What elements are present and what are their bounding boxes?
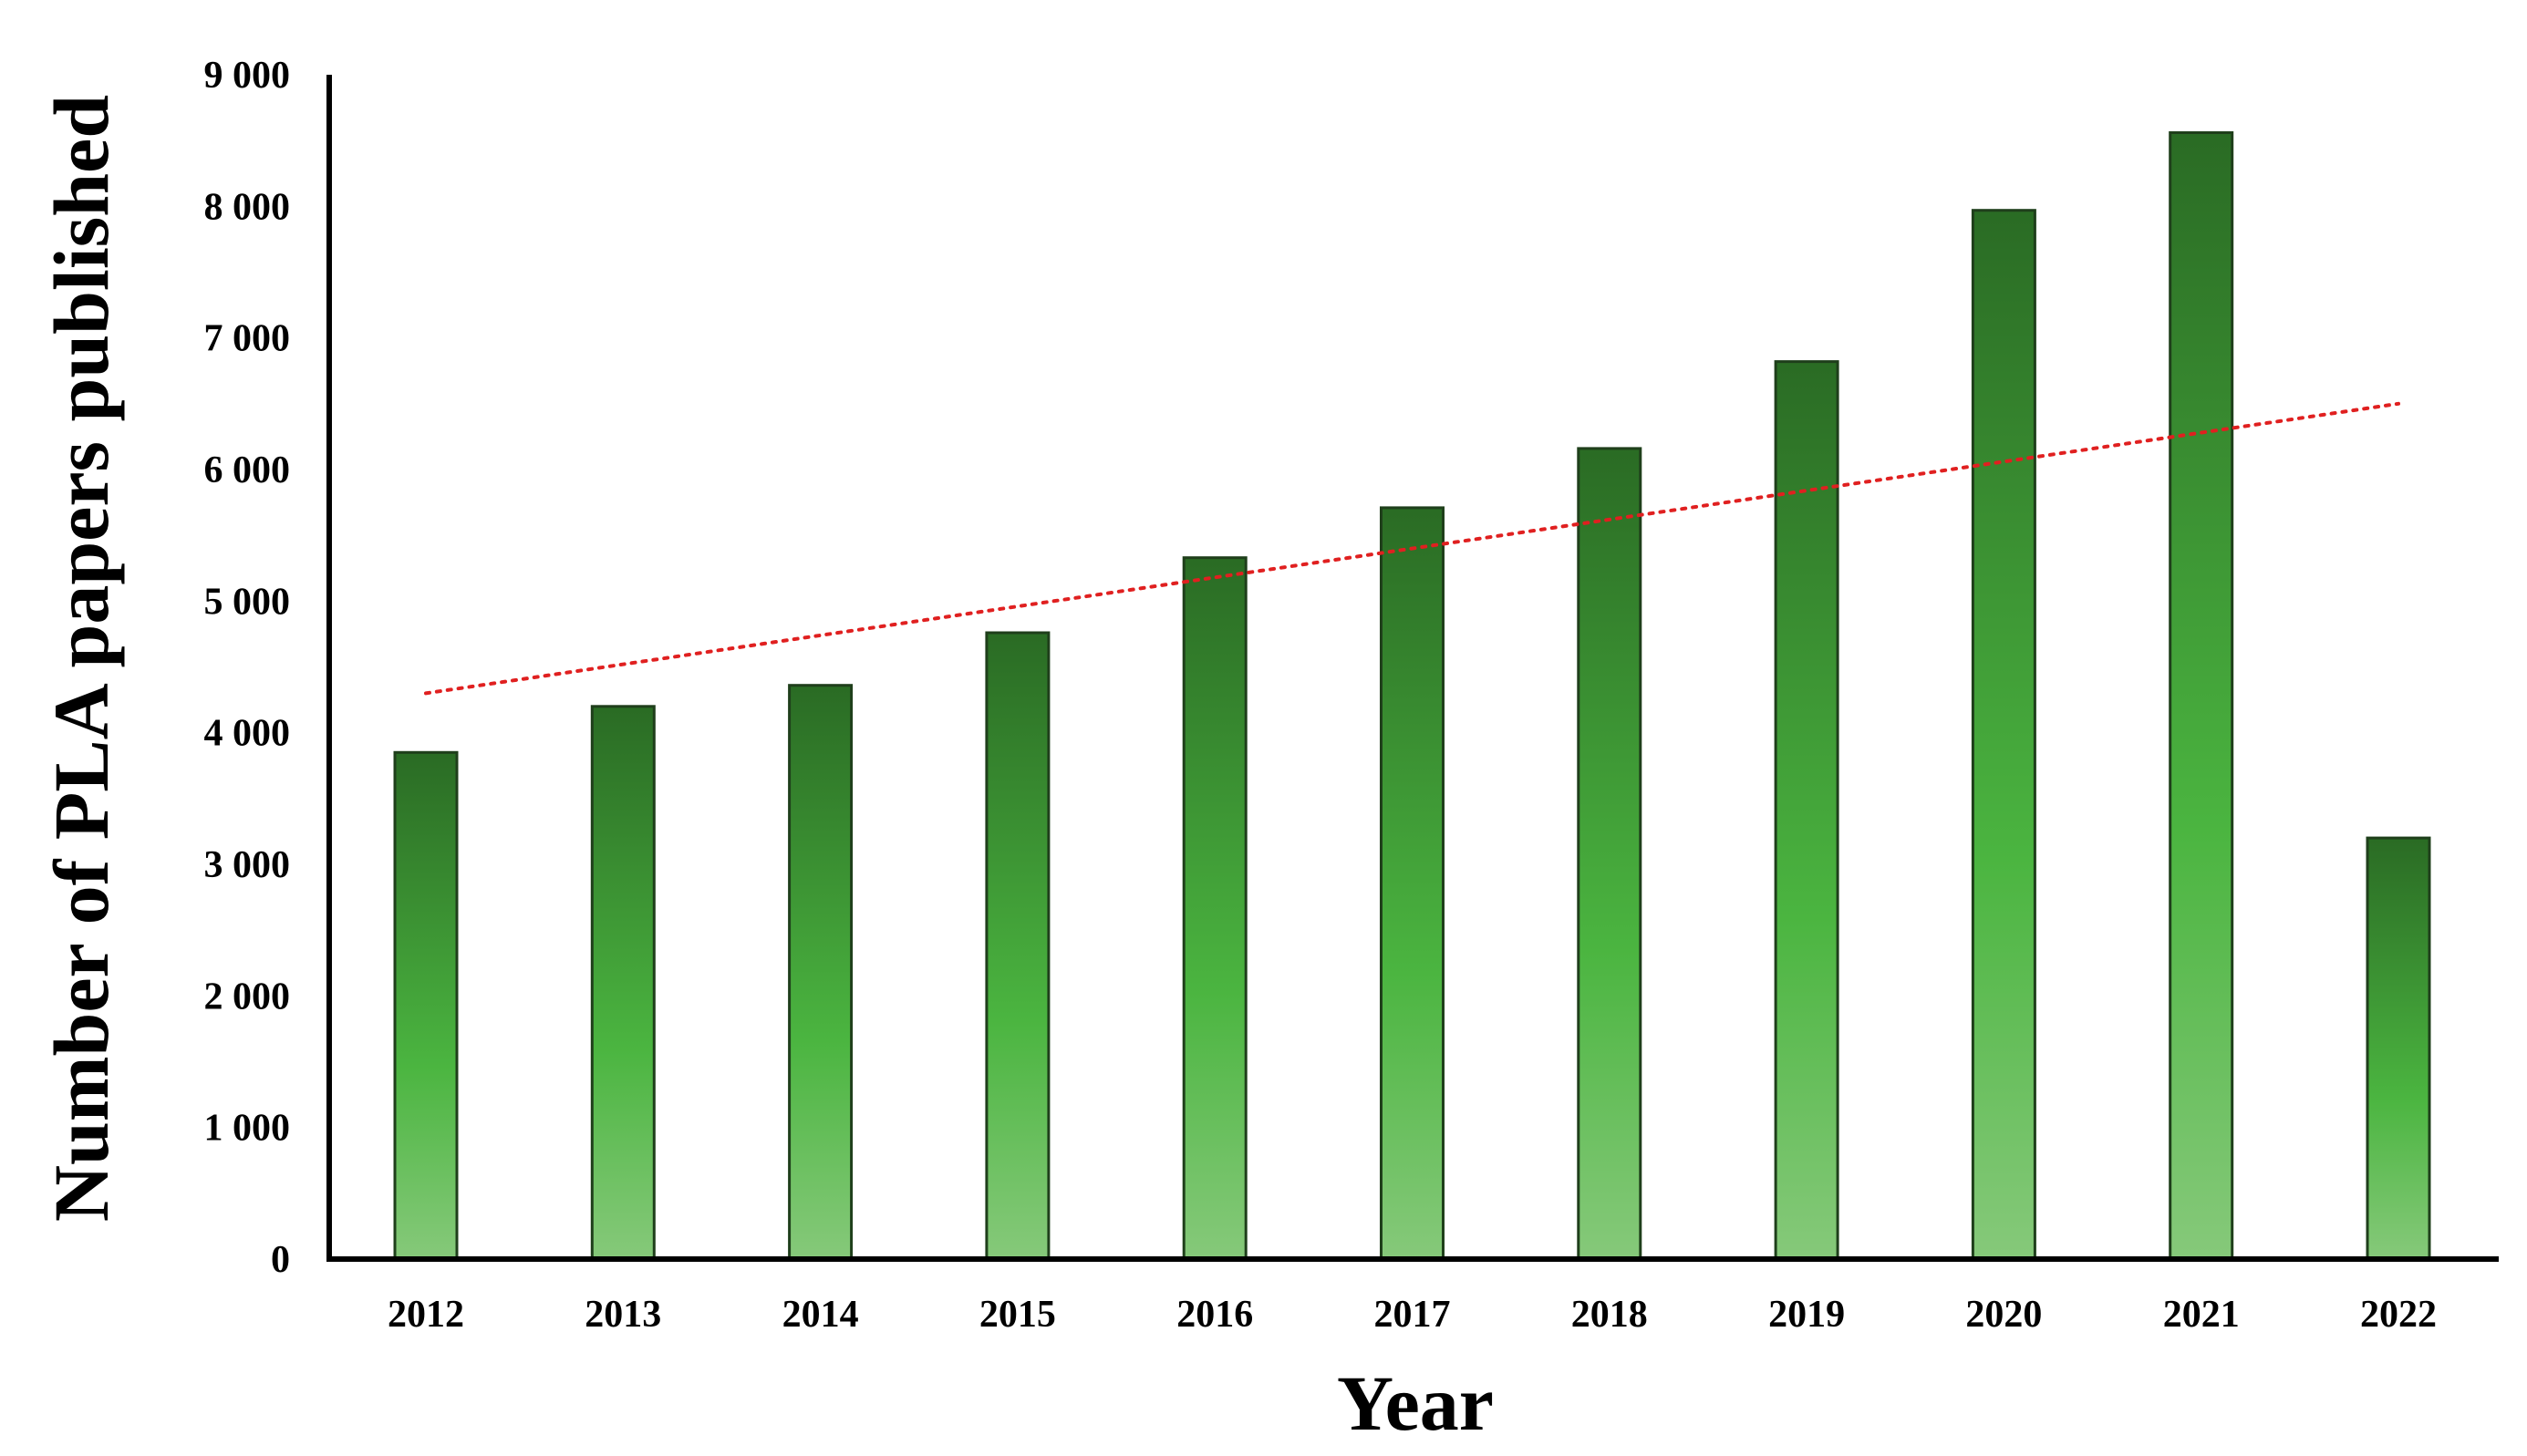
- y-tick-label: 0: [271, 1239, 290, 1281]
- bar-2016: [1182, 556, 1248, 1261]
- x-tick-label: 2013: [585, 1294, 661, 1336]
- y-tick-labels: 0 1 000 2 000 3 000 4 000 5 000 6 000 7 000 8 00…: [204, 55, 291, 1281]
- y-tick-label: 8 000: [204, 186, 291, 228]
- x-tick-label: 2019: [1768, 1294, 1845, 1336]
- y-tick-label: 9 000: [204, 55, 291, 97]
- bar-2020: [1971, 209, 2036, 1261]
- y-tick-label: 1 000: [204, 1108, 291, 1150]
- x-tick-label: 2015: [979, 1294, 1056, 1336]
- x-tick-label: 2014: [782, 1294, 859, 1336]
- x-tick-label: 2016: [1176, 1294, 1253, 1336]
- bar-2014: [788, 684, 854, 1261]
- bar-2018: [1577, 447, 1642, 1261]
- trendline: [424, 401, 2400, 696]
- y-axis-title: Number of PLA papers published: [37, 95, 125, 1222]
- x-tick-label: 2017: [1374, 1294, 1451, 1336]
- x-tick-label: 2021: [2163, 1294, 2240, 1336]
- bar-2017: [1380, 506, 1445, 1261]
- y-tick-label: 4 000: [204, 713, 291, 755]
- x-tick-label: 2018: [1571, 1294, 1648, 1336]
- bar-2013: [590, 705, 656, 1261]
- x-tick-label: 2012: [388, 1294, 464, 1336]
- y-tick-label: 2 000: [204, 976, 291, 1017]
- bar-2019: [1774, 360, 1839, 1261]
- bar-2015: [985, 631, 1051, 1261]
- y-tick-label: 6 000: [204, 449, 291, 491]
- x-tick-label: 2020: [1965, 1294, 2042, 1336]
- x-tick-label: 2022: [2360, 1294, 2437, 1336]
- trendline-group: [424, 401, 2400, 696]
- y-tick-label: 5 000: [204, 581, 291, 623]
- bar-2021: [2169, 131, 2234, 1261]
- x-tick-labels: 2012 2013 2014 2015 2016 2017 2018 2019 2020 2021…: [388, 1294, 2437, 1336]
- x-axis-title: Year: [1337, 1359, 1494, 1447]
- bars-group: [393, 131, 2431, 1261]
- y-tick-label: 3 000: [204, 844, 291, 886]
- y-tick-label: 7 000: [204, 318, 291, 360]
- bar-2022: [2366, 836, 2431, 1261]
- bar-2012: [393, 750, 459, 1261]
